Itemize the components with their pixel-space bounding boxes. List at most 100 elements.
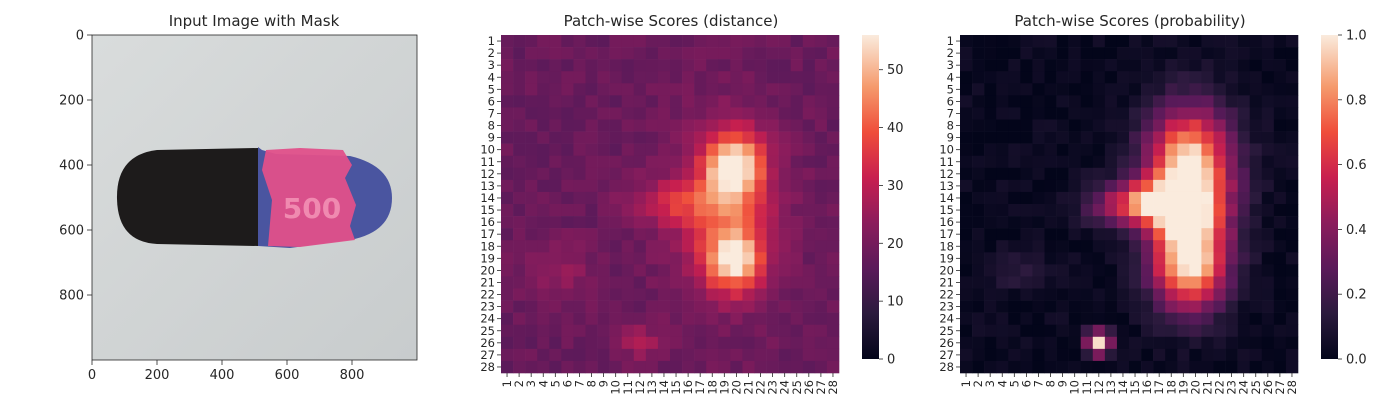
heatmap-cell — [1092, 131, 1106, 144]
heatmap-cell — [1165, 191, 1178, 205]
heatmap-cell — [730, 264, 743, 277]
heatmap-cell — [633, 155, 647, 169]
heatmap-cell — [730, 119, 743, 132]
colorbar-tick-label: 0.0 — [1346, 353, 1367, 368]
heatmap-cell — [561, 107, 574, 120]
heatmap-cell — [766, 155, 779, 169]
heatmap-cell — [1153, 143, 1166, 157]
heatmap-cell — [694, 179, 707, 193]
heatmap-cell — [549, 83, 562, 96]
heatmap-cell — [742, 191, 755, 205]
heatmap-cell — [585, 83, 598, 96]
heatmap-cell — [1020, 83, 1033, 96]
heatmap-cell — [1261, 336, 1275, 350]
x-tick-label: 28 — [826, 380, 840, 395]
heatmap-cell — [694, 336, 707, 350]
heatmap-cell — [1177, 348, 1190, 362]
heatmap-cell — [754, 47, 767, 60]
panel-probability-heatmap: Patch-wise Scores (probability) 11223344… — [939, 12, 1366, 395]
heatmap-cell — [525, 204, 538, 217]
heatmap-cell — [1092, 47, 1106, 60]
heatmap-cell — [984, 348, 997, 362]
heatmap-cell — [1177, 300, 1190, 313]
heatmap-cell — [996, 276, 1009, 289]
heatmap-cell — [790, 59, 804, 72]
heatmap-cell — [561, 143, 574, 157]
heatmap-cell — [549, 95, 562, 108]
heatmap-cell — [501, 300, 514, 313]
heatmap-cell — [501, 179, 514, 193]
heatmap-cell — [1141, 131, 1154, 144]
heatmap-cell — [1056, 131, 1069, 144]
heatmap-cell — [621, 59, 635, 72]
heatmap-cell — [1068, 131, 1082, 144]
heatmap-cell — [537, 119, 550, 132]
heatmap-cell — [525, 300, 538, 313]
heatmap-cell — [1141, 324, 1154, 338]
heatmap-cell — [1104, 107, 1118, 120]
heatmap-cell — [1249, 264, 1263, 277]
heatmap-cell — [802, 59, 816, 72]
heatmap-cell — [597, 216, 610, 229]
heatmap-cell — [633, 107, 647, 120]
heatmap-cell — [754, 204, 767, 217]
heatmap-cell — [1201, 155, 1214, 169]
x-tick-label: 2 — [971, 380, 985, 387]
heatmap-cell — [645, 288, 659, 301]
y-tick-label: 6 — [947, 94, 954, 108]
heatmap-cell — [585, 288, 598, 301]
heatmap-cell — [1249, 35, 1263, 48]
heatmap-cell — [609, 264, 623, 277]
heatmap-cell — [826, 191, 840, 205]
heatmap-cell — [972, 216, 985, 229]
heatmap-cell — [657, 216, 671, 229]
y-tick-label: 10 — [480, 143, 495, 157]
heatmap-cell — [1141, 252, 1154, 265]
heatmap-cell — [1165, 300, 1178, 313]
panel1-title: Input Image with Mask — [169, 12, 340, 30]
heatmap-cell — [790, 95, 804, 108]
heatmap-cell — [1056, 312, 1069, 326]
heatmap-cell — [549, 71, 562, 84]
heatmap-cell — [1201, 216, 1214, 229]
heatmap-cell — [766, 35, 779, 48]
heatmap-cell — [573, 131, 586, 144]
heatmap-cell — [1237, 95, 1251, 108]
heatmap-cell — [1008, 336, 1021, 350]
heatmap-cell — [1020, 107, 1033, 120]
heatmap-cell — [1225, 216, 1238, 229]
heatmap-cell — [1273, 264, 1287, 277]
heatmap-cell — [1201, 264, 1214, 277]
heatmap-cell — [996, 216, 1009, 229]
heatmap-cell — [984, 179, 997, 193]
heatmap-cell — [1056, 143, 1069, 157]
heatmap-cell — [1092, 228, 1106, 241]
heatmap-cell — [826, 179, 840, 193]
heatmap-cell — [766, 71, 779, 84]
heatmap-cell — [1249, 360, 1263, 374]
heatmap-cell — [1020, 191, 1033, 205]
heatmap-cell — [561, 288, 574, 301]
colorbar-tick-label: 0 — [887, 353, 895, 368]
heatmap-cell — [1225, 276, 1238, 289]
heatmap-cell — [501, 360, 514, 374]
heatmap-cell — [501, 312, 514, 326]
heatmap-cell — [790, 47, 804, 60]
heatmap-cell — [1165, 59, 1178, 72]
x-tick-label: 21 — [741, 380, 755, 395]
heatmap-cell — [790, 252, 804, 265]
heatmap-cell — [960, 288, 973, 301]
heatmap-cell — [513, 191, 526, 205]
heatmap-cell — [1189, 264, 1202, 277]
heatmap-cell — [1261, 264, 1275, 277]
y-tick-label: 15 — [939, 203, 954, 217]
heatmap-cell — [1189, 276, 1202, 289]
heatmap-cell — [718, 47, 731, 60]
heatmap-cell — [1068, 336, 1082, 350]
heatmap-cell — [513, 155, 526, 169]
heatmap-cell — [1020, 35, 1033, 48]
heatmap-cell — [561, 264, 574, 277]
heatmap-cell — [802, 107, 816, 120]
heatmap-cell — [1153, 131, 1166, 144]
heatmap-cell — [972, 143, 985, 157]
